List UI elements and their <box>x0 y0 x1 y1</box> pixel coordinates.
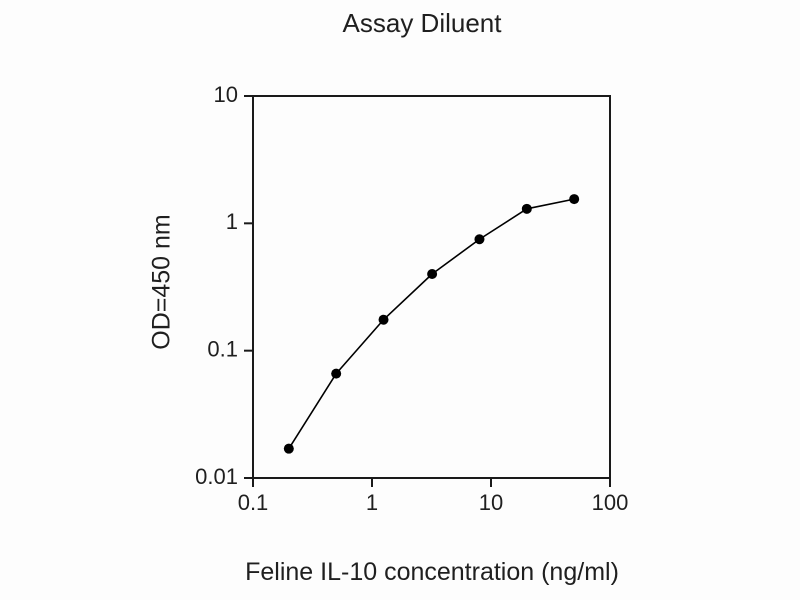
y-tick-label: 0.1 <box>207 336 238 361</box>
plot-frame <box>252 95 611 479</box>
x-axis-title: Feline IL-10 concentration (ng/ml) <box>245 558 619 586</box>
curve-line <box>288 198 575 450</box>
y-tick-label: 0.01 <box>195 464 238 489</box>
x-tick-label: 100 <box>592 490 629 515</box>
data-point-marker <box>569 194 580 205</box>
data-point-marker <box>427 269 438 280</box>
x-tick-label: 1 <box>366 490 378 515</box>
y-tick-label: 10 <box>214 82 238 107</box>
x-tick-label: 0.1 <box>238 490 269 515</box>
data-point-marker <box>474 234 485 245</box>
data-point-marker <box>331 368 342 379</box>
y-tick-label: 1 <box>226 209 238 234</box>
chart-title: Assay Diluent <box>342 8 502 38</box>
data-point-marker <box>283 443 294 454</box>
x-tick-label: 10 <box>479 490 503 515</box>
data-point-marker <box>378 314 389 325</box>
data-point-marker <box>521 203 532 214</box>
